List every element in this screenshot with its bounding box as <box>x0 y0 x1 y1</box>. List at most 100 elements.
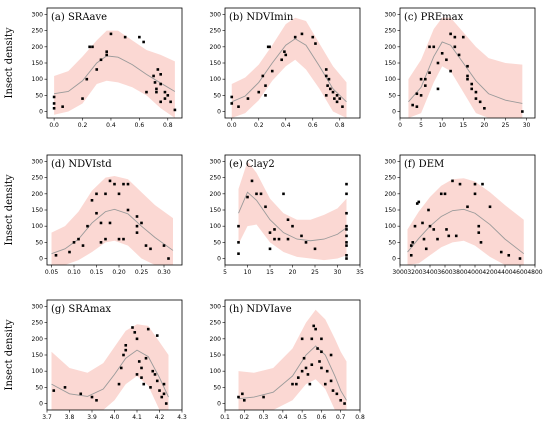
data-point <box>488 205 492 209</box>
data-point <box>159 100 162 104</box>
y-tick-label: 250 <box>210 175 222 182</box>
x-tick-label: 4.1 <box>132 414 142 421</box>
data-point <box>149 386 152 389</box>
data-point <box>173 108 177 112</box>
y-tick-label: 100 <box>385 223 397 230</box>
data-point <box>264 94 267 97</box>
data-point <box>445 58 448 62</box>
data-point <box>63 386 67 389</box>
y-tick-label: 50 <box>213 239 221 246</box>
data-point <box>339 398 343 402</box>
data-point <box>105 53 108 57</box>
y-tick-label: 150 <box>385 60 397 67</box>
y-tick-label: 300 <box>385 11 397 18</box>
y-tick-label: 50 <box>388 239 396 246</box>
y-tick-label: 200 <box>210 191 222 198</box>
data-point <box>411 103 414 107</box>
y-tick-label: 150 <box>32 60 44 67</box>
x-tick-label: 0.05 <box>45 269 59 276</box>
data-point <box>85 77 89 81</box>
x-tick-label: 4.0 <box>110 414 120 421</box>
y-tick-label: 300 <box>210 303 222 310</box>
data-point <box>52 389 56 392</box>
data-point <box>72 241 76 244</box>
y-tick-label: 250 <box>32 28 44 35</box>
data-point <box>453 35 457 39</box>
data-point <box>320 350 323 354</box>
x-tick-label: 0.25 <box>135 269 149 276</box>
data-point <box>424 77 427 81</box>
panel-title: (d) NDVIstd <box>51 159 112 170</box>
data-point <box>327 77 331 81</box>
data-point <box>270 69 274 73</box>
data-point <box>324 68 328 71</box>
data-point <box>124 343 128 347</box>
x-tick-label: 0.4 <box>281 122 291 129</box>
data-point <box>104 192 107 196</box>
data-point <box>99 58 103 62</box>
plot-area <box>51 324 169 410</box>
panel-7: 3.7 3.8 3.9 4.0 4.1 4.2 4.3 0 50 100 150 200 250 300 (… <box>4 299 187 421</box>
plot-area <box>237 309 347 410</box>
fit-line <box>408 41 523 104</box>
x-tick-label: 0.6 <box>135 122 145 129</box>
data-point <box>283 50 286 53</box>
x-tick-label: 0.6 <box>317 414 327 421</box>
data-point <box>320 337 323 341</box>
data-point <box>108 221 112 225</box>
data-point <box>160 395 164 399</box>
x-tick-label: 4400 <box>497 269 512 276</box>
data-point <box>237 241 240 244</box>
plot-area <box>407 178 525 265</box>
panel-1: 0.0 0.2 0.4 0.6 0.8 0 50 100 150 200 250 300 (a) SRA… <box>4 7 183 129</box>
data-point <box>246 97 250 100</box>
y-tick-label: 100 <box>385 76 397 83</box>
y-tick-label: 100 <box>32 223 44 230</box>
data-point <box>521 110 524 113</box>
fit-line <box>238 191 347 242</box>
data-point <box>237 395 240 399</box>
confidence-band <box>51 324 169 410</box>
data-point <box>295 382 298 386</box>
data-point <box>415 92 419 96</box>
data-point <box>158 389 161 392</box>
data-point <box>166 94 170 97</box>
fit-line <box>238 345 347 401</box>
data-point <box>144 356 148 360</box>
data-point <box>499 250 503 254</box>
x-tick-label: 0.3 <box>259 414 269 421</box>
x-tick-label: 35 <box>356 269 364 276</box>
data-point <box>417 200 421 204</box>
data-point <box>331 90 335 94</box>
data-point <box>345 253 348 257</box>
data-point <box>345 241 348 244</box>
data-point <box>266 45 270 49</box>
data-point <box>428 224 432 228</box>
data-point <box>140 376 143 379</box>
y-tick-label: 0 <box>392 109 396 116</box>
x-tick-label: 0.5 <box>297 414 307 421</box>
data-point <box>135 215 139 218</box>
panel-title: (g) SRAmax <box>51 304 111 315</box>
y-tick-label: 300 <box>210 11 222 18</box>
data-point <box>149 247 152 251</box>
data-point <box>117 382 121 386</box>
data-point <box>333 97 336 100</box>
data-point <box>124 348 128 352</box>
data-point <box>470 87 474 91</box>
panel-4: 0.05 0.10 0.15 0.20 0.25 0.30 0 50 100 150 200 250 3… <box>4 154 183 276</box>
data-point <box>345 228 348 231</box>
data-point <box>345 192 348 196</box>
data-point <box>145 90 148 94</box>
data-point <box>119 366 123 370</box>
data-point <box>135 224 139 228</box>
data-point <box>162 244 166 247</box>
y-tick-label: 150 <box>385 207 397 214</box>
data-point <box>140 366 143 370</box>
data-point <box>126 208 130 212</box>
data-point <box>135 337 139 341</box>
data-point <box>146 327 150 331</box>
x-tick-label: 0.8 <box>335 122 345 129</box>
data-point <box>440 51 444 55</box>
